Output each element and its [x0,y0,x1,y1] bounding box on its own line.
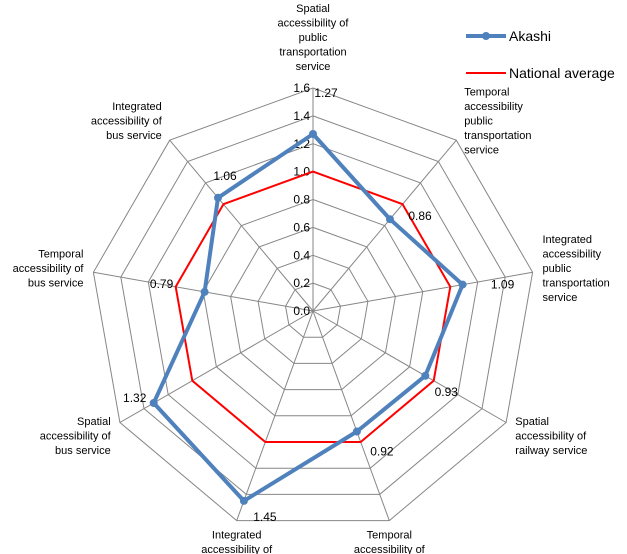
category-label-line: bus service [106,130,162,142]
category-label-line: accessibility of [515,431,587,443]
category-label-line: accessibility of [91,115,163,127]
grid-ring [147,143,479,469]
category-label: Spatial accessibility of bus service [40,416,112,457]
category-label-line: Spatial [296,3,330,15]
data-point [421,371,430,380]
category-label-line: service [296,61,331,73]
category-label-line: accessibility [464,101,523,113]
category-label-line: public [543,263,572,275]
tick-label: 0.4 [293,248,310,262]
data-label: 0.92 [370,445,394,459]
category-label-line: service [464,144,499,156]
tick-label: 1.6 [293,81,310,95]
category-label-line: railway service [515,445,587,457]
category-label-line: accessibility of [13,263,85,275]
category-label-line: Temporal [464,86,509,98]
data-point [149,399,158,407]
legend-item-national-average: National average [466,65,615,81]
category-label-line: transportation [464,130,531,142]
grid-ring [120,115,506,495]
grid-spoke [169,139,314,312]
category-label-line: public [464,115,493,127]
legend-item-akashi: Akashi [466,28,551,44]
series-national-average [174,170,452,443]
category-label: Integrated accessibility of bus service [91,101,163,142]
category-label: Spatial accessibility of public transportat… [278,3,350,73]
category-label-line: Integrated [112,101,162,113]
category-label-line: Temporal [38,248,83,260]
category-label-line: Spatial [77,416,111,428]
data-point [239,496,248,505]
grid-spoke [236,310,314,521]
data-point [352,427,361,436]
tick-label: 0.2 [293,276,310,290]
grid-spoke [119,310,314,423]
category-label-line: accessibility of [354,544,426,554]
radial-tick-labels: 0.00.20.40.60.81.01.21.41.6 [293,81,310,318]
data-label: 1.27 [314,86,338,100]
category-label: Spatial accessibility of railway service [515,416,587,457]
series-akashi [149,130,467,505]
legend-label: Akashi [509,28,551,44]
category-label-line: accessibility of [40,431,112,443]
data-label: 0.86 [408,209,432,223]
data-label: 1.32 [123,391,147,405]
category-label-line: transportation [543,277,610,289]
data-point [214,193,222,202]
grid-ring [230,226,396,391]
tick-label: 0.0 [293,304,310,318]
grid-spoke [312,310,507,423]
data-label: 1.45 [253,510,277,524]
grid-ring [92,87,534,522]
category-label-line: accessibility [543,248,602,260]
category-label-line: bus service [55,445,111,457]
grid-spoke [312,310,390,521]
category-label: Temporal accessibility public transportatio… [464,86,531,156]
category-label: Temporal accessibility of bus service [13,248,85,289]
series-line [174,170,452,443]
tick-label: 0.6 [293,220,310,234]
category-label-line: public [299,32,328,44]
data-label: 1.06 [213,169,237,183]
category-labels: Spatial accessibility of public transportat… [13,3,610,554]
category-label: Integrated accessibility public transportat… [543,234,610,304]
legend: Akashi National average [466,28,615,81]
data-label: 0.93 [435,385,459,399]
data-label: 0.79 [150,277,174,291]
grid-ring [257,254,369,364]
tick-label: 0.8 [293,193,310,207]
legend-label: National average [509,65,615,81]
data-label: 1.09 [491,278,515,292]
data-point [200,287,209,296]
category-label-line: accessibility of [278,18,350,30]
grid-ring [284,282,342,338]
grid-ring [202,198,424,417]
data-point [458,280,467,289]
category-label-line: Spatial [515,416,549,428]
category-label-line: Integrated [212,530,262,542]
data-labels: 1.27 0.86 1.09 0.93 0.92 1.45 1.32 0.79 1.06 [123,86,515,524]
tick-label: 1.4 [293,109,310,123]
data-point [309,130,317,138]
category-label-line: transportation [279,47,346,59]
legend-marker [482,32,490,40]
category-label-line: Integrated [543,234,593,246]
series-line [151,132,465,503]
grid-spoke [312,271,533,312]
category-label-line: bus service [28,277,84,289]
category-label-line: Temporal [367,530,412,542]
grid-spoke [312,139,457,312]
category-label-line: accessibility of [201,544,273,554]
category-label-line: service [543,292,578,304]
data-point [386,215,394,224]
